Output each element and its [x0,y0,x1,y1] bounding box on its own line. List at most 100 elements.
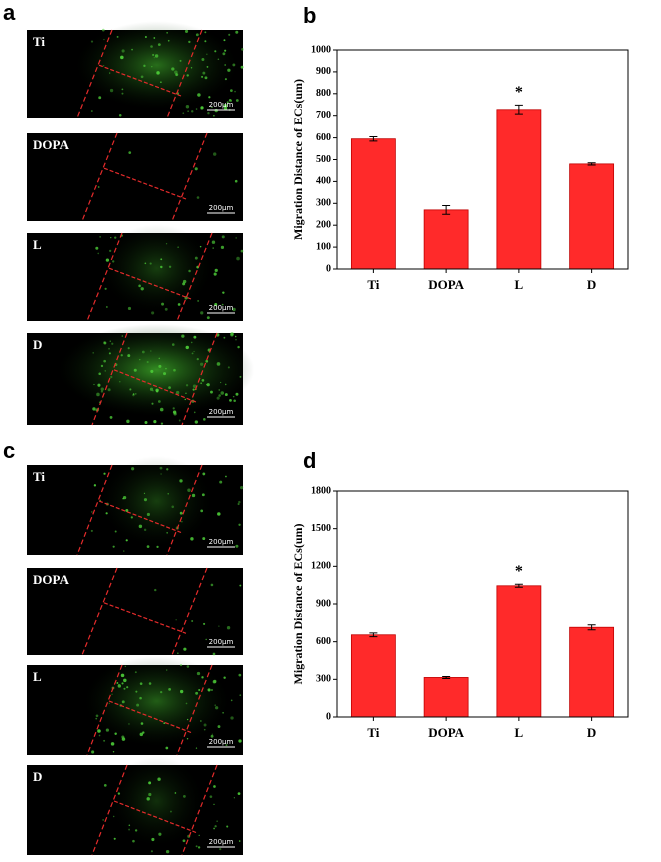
scale-label: 200μm [209,538,234,546]
cell [175,73,179,77]
cell [164,307,168,311]
cell [90,110,93,112]
cell [146,797,150,801]
cell [99,236,101,238]
cell [127,347,130,350]
cell [118,113,122,117]
cell [141,350,145,354]
y-tick-label: 1800 [311,485,331,496]
plot-frame [336,490,629,718]
cell [236,256,240,261]
cell [186,665,190,668]
cell [149,387,154,391]
scale-label: 200μm [209,304,234,312]
migration-arrow [98,64,182,97]
cell [160,265,163,269]
cell [235,392,239,396]
cell-glow [102,224,212,313]
cell [111,693,113,695]
cell [111,342,114,345]
cell [105,512,108,515]
y-tick-label: 200 [316,219,331,230]
bar [496,585,542,718]
cell [150,45,153,48]
y-tick-label: 900 [316,598,331,609]
cell [182,839,186,843]
cell [219,480,223,484]
cell [109,340,111,342]
cell [140,75,144,79]
cell [172,410,177,414]
migration-edge [76,464,113,556]
cell [131,48,133,51]
cell [194,256,198,260]
cell [146,360,149,364]
cell [157,43,161,47]
y-tick-label: 500 [316,154,331,165]
cell [93,484,97,487]
cell [214,268,218,273]
cell [151,311,155,315]
cell [171,343,175,346]
cell [204,31,207,34]
cell [154,54,159,58]
cell [214,50,217,53]
cell [130,516,133,519]
cell [240,249,244,253]
cell [103,739,106,742]
cell [208,96,211,99]
cell [215,706,219,710]
image-label: L [33,669,42,684]
cell [158,364,162,368]
cell [179,664,183,667]
cell [126,686,129,689]
cell [112,260,115,263]
cell [235,237,237,239]
x-tick-label: L [515,725,524,740]
cell [168,386,171,389]
cell [203,728,206,731]
cell [217,58,220,61]
cell [216,396,220,400]
cell [227,366,230,369]
cell [103,341,105,343]
cell [185,345,189,350]
cell [222,291,225,294]
cell [155,388,159,392]
y-tick-label: 1500 [311,523,331,534]
cell [179,511,183,515]
cell [198,688,201,691]
image-label: L [33,237,42,252]
y-tick-label: 600 [316,636,331,647]
cell [165,746,169,750]
cell [238,500,241,504]
cell [213,114,215,117]
cell [200,362,204,366]
cell [200,106,204,110]
cell [207,112,210,115]
y-tick-label: 0 [326,711,331,722]
cell [226,626,231,630]
bar [569,626,615,718]
cell [112,545,115,548]
cell [237,345,240,349]
migration-arrow [98,500,182,534]
cell [114,530,117,533]
cell [153,420,157,424]
cell [218,394,221,397]
cell [166,468,169,471]
x-tick-label: DOPA [428,277,464,292]
cell [148,781,152,785]
cell [235,99,239,102]
cell [105,728,109,732]
scale-label: 200μm [209,101,234,109]
migration-edge [166,464,203,556]
image-label: D [33,337,42,352]
cell [212,679,217,684]
cell [195,691,199,695]
cell [201,676,204,679]
cell [187,488,191,493]
cell [224,49,227,52]
image-label: DOPA [33,137,69,152]
